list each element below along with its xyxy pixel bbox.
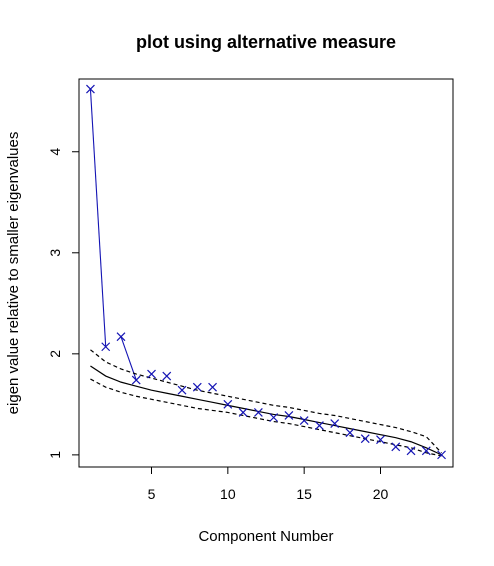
x-tick-label: 10 (220, 486, 236, 502)
data-point (421, 446, 431, 456)
data-point (376, 435, 385, 445)
y-axis-label: eigen value relative to smaller eigenval… (5, 132, 22, 415)
y-tick-label: 2 (47, 350, 63, 358)
data-point (192, 382, 202, 392)
y-axis: 1 2 3 4 (47, 148, 80, 459)
data-point (437, 450, 446, 460)
chart-title: plot using alternative measure (136, 32, 396, 52)
y-tick-label: 3 (47, 249, 63, 257)
data-point (284, 411, 294, 420)
series-segment (89, 89, 107, 347)
x-tick-label: 20 (373, 486, 389, 502)
x-axis-label: Component Number (198, 528, 333, 545)
data-point (162, 371, 172, 381)
x-tick-label: 15 (296, 486, 312, 502)
data-point (345, 428, 355, 438)
data-point (253, 408, 263, 417)
data-point (131, 375, 141, 385)
data-point (330, 419, 340, 428)
data-point (391, 442, 401, 452)
data-point (238, 408, 248, 417)
data-point (315, 421, 324, 430)
data-point (147, 369, 156, 379)
data-point (116, 332, 126, 342)
data-point (208, 382, 217, 392)
data-point (223, 399, 233, 409)
data-point (269, 413, 279, 422)
x-tick-label: 5 (148, 486, 156, 502)
x-axis: 5 10 15 20 (148, 466, 389, 502)
data-point (101, 342, 111, 352)
y-tick-label: 1 (47, 451, 63, 459)
y-tick-label: 4 (47, 148, 63, 156)
data-point (299, 416, 309, 425)
data-point (177, 385, 187, 395)
series-line-solid (90, 365, 442, 456)
data-point (360, 434, 370, 444)
plot-points (86, 84, 446, 460)
data-point (406, 446, 416, 456)
data-point (86, 84, 95, 94)
